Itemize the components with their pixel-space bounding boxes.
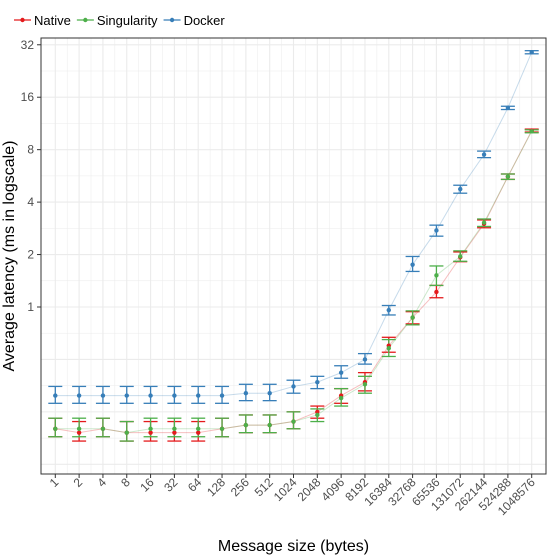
docker-data-point [481,152,487,157]
docker-data-point [529,50,534,55]
y-tick-label: 1 [27,300,34,314]
singularity-data-point [53,426,58,431]
docker-data-point [505,105,511,111]
docker-data-point [386,307,391,313]
singularity-data-point [124,430,129,435]
docker-data-point [53,393,58,398]
x-tick-label: 16 [137,475,157,495]
x-tick-label: 256 [228,475,252,499]
docker-data-point [76,393,82,398]
x-tick-label: 4096 [318,475,347,504]
native-data-point [172,430,177,435]
legend-key-point [20,17,25,23]
x-tick-label: 8 [118,475,133,490]
singularity-data-point [505,174,511,179]
singularity-data-point [291,419,296,424]
x-tick-label: 4 [94,475,109,490]
legend-item-singularity: Singularity [76,13,158,28]
singularity-data-point [362,382,368,387]
singularity-data-point [529,129,534,134]
x-axis-title: Message size (bytes) [218,538,369,555]
legend-key-point [169,17,175,23]
singularity-data-point [219,426,225,431]
y-tick-label: 2 [27,248,34,262]
x-tick-label: 128 [204,475,228,499]
singularity-data-point [458,254,463,259]
x-tick-label: 1024 [271,475,300,504]
docker-data-point [148,393,153,398]
singularity-data-point [100,426,106,431]
docker-data-point [243,391,249,396]
native-data-point [196,430,201,435]
y-axis-title: Average latency (ms in logscale) [1,141,18,372]
x-tick-label: 2048 [295,475,324,504]
docker-data-point [100,393,106,398]
docker-data-point [434,228,439,233]
singularity-data-point [267,422,272,428]
docker-data-point [362,357,368,362]
x-tick-label: 2 [71,475,86,490]
docker-data-point [291,384,296,389]
singularity-data-point [148,426,153,431]
docker-data-point [315,380,320,385]
docker-data-point [172,393,177,398]
legend: Native Singularity Docker [14,13,225,28]
legend-item-native: Native [14,13,71,28]
docker-data-point [458,186,463,192]
y-axis-ticks: 1 2 4 8 16 32 [21,38,41,314]
singularity-data-point [196,426,201,431]
docker-data-point [219,393,225,398]
singularity-data-point [338,395,344,401]
y-tick-label: 16 [21,90,35,104]
singularity-data-point [315,412,320,418]
data-points [53,50,534,435]
legend-label: Docker [184,13,226,28]
legend-key-point [83,17,88,23]
legend-item-docker: Docker [163,13,226,28]
legend-label: Singularity [97,13,158,28]
y-tick-label: 4 [27,195,34,209]
x-tick-label: 1 [47,475,62,490]
singularity-data-point [481,220,487,225]
native-data-point [434,289,439,295]
docker-data-point [124,393,129,398]
singularity-data-point [243,422,249,428]
y-tick-label: 32 [21,38,35,52]
docker-data-point [267,391,272,396]
x-tick-label: 32 [161,475,181,495]
native-data-point [148,430,153,435]
singularity-data-point [172,426,177,431]
singularity-data-point [410,315,415,320]
singularity-data-point [76,426,82,431]
legend-label: Native [34,13,71,28]
x-tick-label: 64 [185,475,205,495]
docker-data-point [410,262,415,267]
native-data-point [76,430,82,435]
singularity-data-point [434,273,439,278]
singularity-data-point [386,346,391,351]
x-axis-ticks: 1 2 4 8 16 32 64 128 256 512102420484096819216384… [47,474,538,518]
native-data-point [315,409,320,415]
docker-data-point [196,393,201,398]
y-tick-label: 8 [27,143,34,157]
docker-data-point [338,370,344,375]
